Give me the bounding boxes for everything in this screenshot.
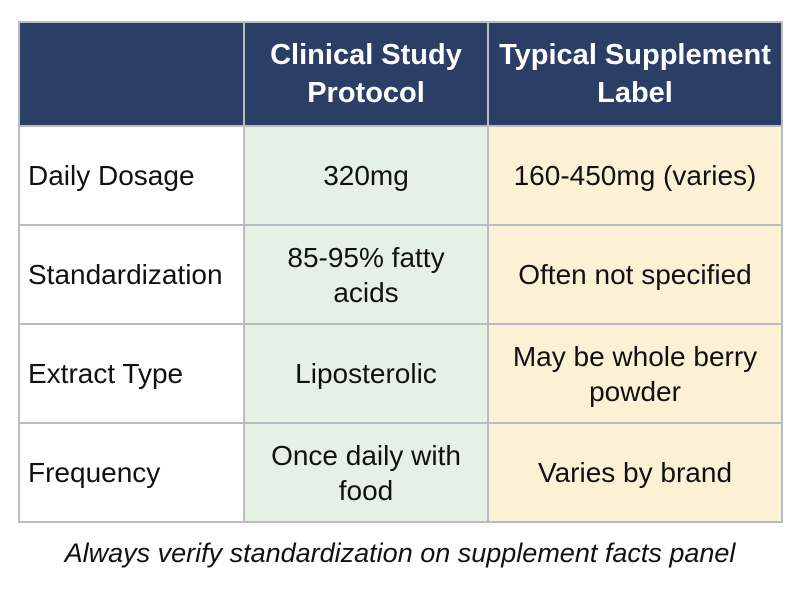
header-clinical-study-protocol: Clinical Study Protocol — [243, 21, 489, 127]
header-blank-cell — [18, 21, 245, 127]
clinical-value: 85-95% fatty acids — [243, 224, 489, 325]
table-row: Daily Dosage 320mg 160-450mg (varies) — [18, 125, 783, 226]
supplement-value: Varies by brand — [487, 422, 783, 523]
table-header-row: Clinical Study Protocol Typical Suppleme… — [18, 21, 783, 127]
table-row: Extract Type Liposterolic May be whole b… — [18, 323, 783, 424]
comparison-table: Clinical Study Protocol Typical Suppleme… — [18, 21, 783, 523]
header-typical-supplement-label: Typical Supplement Label — [487, 21, 783, 127]
supplement-value: Often not specified — [487, 224, 783, 325]
table-row: Standardization 85-95% fatty acids Often… — [18, 224, 783, 325]
row-label-standardization: Standardization — [18, 224, 245, 325]
row-label-frequency: Frequency — [18, 422, 245, 523]
supplement-value: 160-450mg (varies) — [487, 125, 783, 226]
clinical-value: Once daily with food — [243, 422, 489, 523]
supplement-value: May be whole berry powder — [487, 323, 783, 424]
clinical-value: 320mg — [243, 125, 489, 226]
row-label-daily-dosage: Daily Dosage — [18, 125, 245, 226]
table-row: Frequency Once daily with food Varies by… — [18, 422, 783, 523]
comparison-table-container: Clinical Study Protocol Typical Suppleme… — [18, 21, 783, 523]
clinical-value: Liposterolic — [243, 323, 489, 424]
row-label-extract-type: Extract Type — [18, 323, 245, 424]
footnote: Always verify standardization on supplem… — [64, 538, 736, 568]
